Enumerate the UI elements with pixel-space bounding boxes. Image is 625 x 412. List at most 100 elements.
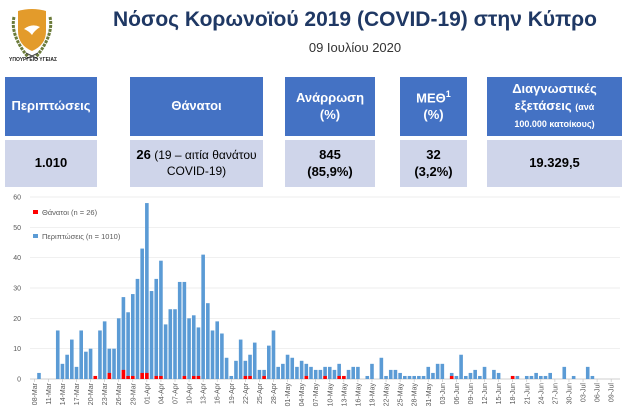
icu-header: ΜΕΘ1 (%) <box>400 77 467 136</box>
bar-cases <box>407 375 412 379</box>
bar-cases <box>295 366 299 379</box>
bar-cases <box>365 375 370 379</box>
bar-deaths <box>154 375 159 379</box>
bar-cases <box>496 372 501 379</box>
x-tick-label: 27-Jun <box>552 383 559 405</box>
bar-cases <box>346 369 351 379</box>
bar-cases <box>220 333 224 379</box>
x-tick-label: 04-Apr <box>158 382 165 404</box>
report-date: 09 Ιουλίου 2020 <box>308 40 402 55</box>
bar-cases <box>515 375 520 379</box>
tests-label-2: εξετάσεις <box>514 98 572 114</box>
tests-label: Διαγνωστικές <box>512 81 597 97</box>
bar-deaths <box>121 369 126 379</box>
deaths-label: Θάνατοι <box>171 98 222 114</box>
bar-cases <box>177 281 182 379</box>
bar-deaths <box>243 375 248 379</box>
x-tick-label: 17-Mar <box>74 382 81 405</box>
bar-cases <box>65 354 69 379</box>
x-tick-label: 19-May <box>369 383 376 407</box>
cases-value-box: 1.010 <box>5 140 97 187</box>
legend-deaths: Θάνατοι (n = 26) <box>42 208 98 217</box>
bar-cases <box>276 366 280 379</box>
bar-cases <box>473 369 477 379</box>
bar-cases <box>149 291 154 379</box>
bar-cases <box>163 324 168 379</box>
deaths-value: 26 <box>136 147 151 163</box>
y-tick-label: 20 <box>13 316 21 323</box>
bar-cases <box>271 330 276 379</box>
bar-cases <box>379 357 384 379</box>
bar-cases <box>417 375 421 379</box>
legend: Θάνατοι (n = 26) Περιπτώσεις (n = 1010) <box>33 208 121 241</box>
bar-cases <box>398 372 402 379</box>
y-tick-label: 60 <box>13 195 21 202</box>
bar-deaths <box>342 375 346 379</box>
bar-cases <box>281 363 285 379</box>
bar-cases <box>267 345 271 379</box>
tests-header: Διαγνωστικές εξετάσεις (ανά 100.000 κατοίκ… <box>487 77 622 136</box>
bar-cases <box>524 375 529 379</box>
y-tick-label: 50 <box>13 225 21 232</box>
deaths-note: (19 – αιτία θανάτου COVID-19) <box>154 148 257 179</box>
bar-cases <box>313 369 318 379</box>
bar-cases <box>116 318 121 379</box>
bar-cases <box>388 369 393 379</box>
bar-deaths <box>262 375 266 379</box>
legend-cases: Περιπτώσεις (n = 1010) <box>42 232 121 241</box>
bar-cases <box>468 372 473 379</box>
bar-cases <box>70 339 74 379</box>
bar-cases <box>492 369 496 379</box>
recovered-percent: (85,9%) <box>307 163 353 179</box>
bar-cases <box>215 321 220 379</box>
bar-cases <box>196 327 201 379</box>
bar-cases <box>412 375 416 379</box>
bar-deaths <box>248 375 252 379</box>
bar-cases <box>201 254 205 379</box>
y-tick-label: 10 <box>13 346 21 353</box>
bar-deaths <box>449 375 454 379</box>
bar-cases <box>459 354 463 379</box>
bar-deaths <box>93 375 98 379</box>
bar-cases <box>290 357 295 379</box>
x-tick-label: 06-Jul <box>595 383 602 403</box>
tests-label-small: (ανά <box>575 102 595 113</box>
recovered-value: 845 <box>319 146 341 162</box>
bar-cases <box>562 366 567 379</box>
x-tick-label: 10-May <box>327 383 334 407</box>
bar-deaths <box>182 375 187 379</box>
page-title: Νόσος Κορωνοϊού 2019 (COVID-19) στην Κύπ… <box>112 8 597 31</box>
bar-deaths <box>126 375 130 379</box>
cases-header: Περιπτώσεις <box>5 77 97 136</box>
bar-cases <box>107 348 112 379</box>
x-tick-label: 31-May <box>426 383 433 407</box>
x-tick-label: 01-May <box>285 383 292 407</box>
bar-deaths <box>337 375 341 379</box>
y-tick-label: 40 <box>13 255 21 262</box>
bar-cases <box>257 369 262 379</box>
bar-cases <box>332 369 337 379</box>
x-tick-label: 03-Jul <box>581 383 588 403</box>
bar-cases <box>435 363 440 379</box>
bar-cases <box>285 354 290 379</box>
x-tick-label: 21-Jun <box>524 383 531 405</box>
x-tick-label: 07-Apr <box>173 382 180 404</box>
bar-cases <box>393 369 398 379</box>
x-tick-label: 13-Apr <box>201 382 208 404</box>
bar-cases <box>323 366 327 379</box>
deaths-value-box: 26 (19 – αιτία θανάτου COVID-19) <box>130 140 263 187</box>
x-tick-label: 14-Mar <box>60 382 67 405</box>
x-tick-label: 19-Apr <box>229 382 236 404</box>
x-tick-label: 16-Apr <box>215 382 222 404</box>
x-tick-label: 18-Jun <box>510 383 517 405</box>
bar-cases <box>37 372 41 379</box>
bar-cases <box>121 297 126 379</box>
bar-deaths <box>145 372 149 379</box>
x-tick-label: 13-May <box>341 383 348 407</box>
bar-cases <box>182 281 187 379</box>
ministry-of-health-logo <box>11 9 53 60</box>
x-tick-label: 16-May <box>355 383 362 407</box>
bar-cases <box>431 372 435 379</box>
x-tick-label: 30-Jun <box>566 383 573 405</box>
